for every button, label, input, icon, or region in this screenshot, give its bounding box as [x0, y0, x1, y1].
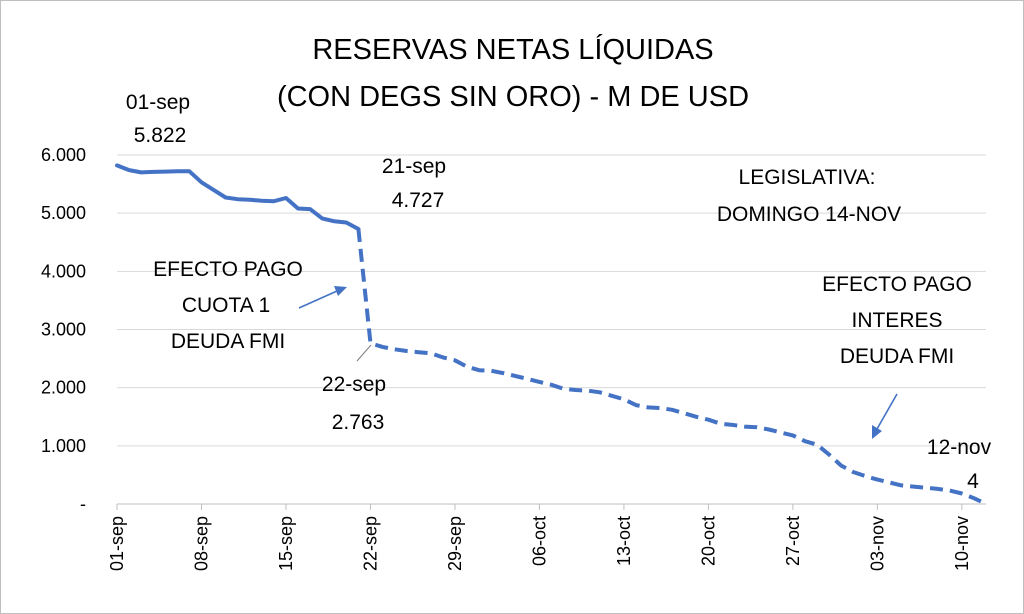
annotation-efecto-cuota-line-3: DEUDA FMI [171, 330, 285, 353]
annotation-efecto-interes-line-3: DEUDA FMI [840, 345, 954, 368]
annotation-start-date: 01-sep [126, 91, 190, 114]
arrow-interes [876, 393, 898, 430]
x-tick-label-7: 20-oct [698, 516, 718, 566]
series-line-solid [115, 163, 361, 231]
series-line-dashed [356, 228, 987, 506]
y-tick-label-3: 3.000 [41, 320, 86, 340]
annotation-efecto-cuota-line-2: CUOTA 1 [182, 294, 270, 317]
arrow-interes-head [872, 425, 882, 439]
annotation-efecto-cuota-line-1: EFECTO PAGO [153, 258, 303, 281]
annotation-after-drop-date: 22-sep [322, 373, 386, 396]
annotation-end-value: 4 [967, 470, 979, 493]
x-tick-label-1: 08-sep [191, 516, 211, 571]
x-tick-label-6: 13-oct [614, 516, 634, 566]
y-tick-label-5: 5.000 [41, 203, 86, 223]
arrow-cuota [298, 290, 338, 309]
chart-title-line-2: (CON DEGS SIN ORO) - M DE USD [277, 81, 749, 113]
y-tick-label-4: 4.000 [41, 261, 86, 281]
annotation-start-value: 5.822 [134, 124, 187, 147]
y-tick-label-6: 6.000 [41, 145, 86, 165]
chart-title-line-1: RESERVAS NETAS LÍQUIDAS [312, 33, 713, 66]
y-tick-label-2: 2.000 [41, 378, 86, 398]
y-tick-label-0: - [80, 494, 86, 514]
annotation-before-drop-value: 4.727 [392, 189, 445, 212]
x-tick-label-10: 10-nov [952, 516, 972, 571]
x-tick-label-4: 29-sep [445, 516, 465, 571]
x-axis: 01-sep 08-sep 15-sep 22-sep 29-sep 06-oct 13-o… [107, 503, 986, 571]
annotation-legislativa-line-2: DOMINGO 14-NOV [717, 203, 901, 226]
leader-after-drop [356, 344, 372, 362]
x-tick-label-9: 03-nov [867, 516, 887, 571]
series-group [115, 163, 987, 506]
x-tick-label-0: 01-sep [107, 516, 127, 571]
arrow-cuota-head [334, 286, 347, 296]
x-tick-label-5: 06-oct [529, 516, 549, 566]
annotation-efecto-interes-line-2: INTERES [851, 309, 942, 332]
y-axis: - 1.000 2.000 3.000 4.000 5.000 6.000 [41, 145, 86, 514]
annotation-end-date: 12-nov [927, 436, 992, 459]
annotation-efecto-interes-line-1: EFECTO PAGO [822, 273, 972, 296]
gridlines [117, 154, 986, 447]
annotation-after-drop-value: 2.763 [332, 411, 385, 434]
x-tick-label-8: 27-oct [783, 516, 803, 566]
x-tick-label-2: 15-sep [276, 516, 296, 571]
x-tick-label-3: 22-sep [360, 516, 380, 571]
annotation-legislativa-line-1: LEGISLATIVA: [739, 166, 876, 189]
annotation-before-drop-date: 21-sep [382, 155, 446, 178]
y-tick-label-1: 1.000 [41, 436, 86, 456]
